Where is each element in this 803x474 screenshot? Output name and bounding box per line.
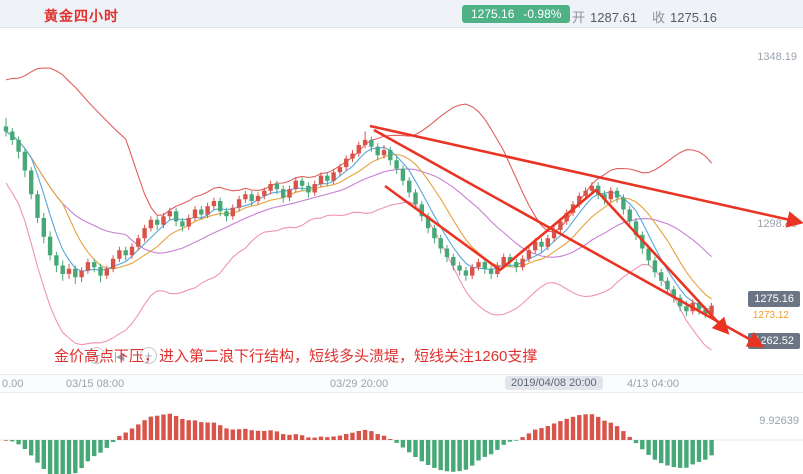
chart-header: 黄金四小时 1275.16 -0.98% 开 1287.61 收 1275.16: [0, 0, 803, 28]
open-label: 开: [572, 10, 586, 25]
open-price: 开 1287.61: [572, 7, 637, 26]
crosshair-time-badge: 2019/04/08 20:00: [505, 376, 603, 390]
time-tick-1: 03/15 08:00: [66, 378, 125, 390]
macd-scale-label: 9.92639: [759, 415, 799, 427]
zoom-in-button[interactable]: +: [140, 347, 157, 364]
analyst-annotation: 金价高点下压，进入第二浪下行结构，短线多头溃堤，短线关注1260支撑: [54, 348, 538, 365]
close-label: 收: [652, 10, 666, 25]
candlestick-svg[interactable]: [0, 28, 803, 374]
macd-svg[interactable]: [0, 393, 803, 474]
close-value: 1275.16: [670, 10, 718, 25]
main-chart-pane: 1348.19 1298.46 1275.16 1273.12 1262.52 …: [0, 28, 803, 374]
minus-icon: −: [92, 348, 101, 363]
skip-start-button[interactable]: |◀: [114, 350, 124, 363]
plus-icon: +: [144, 348, 153, 363]
zoom-out-button[interactable]: −: [88, 347, 105, 364]
current-price-badge: 1275.16: [748, 291, 800, 307]
time-tick-2: 03/29 20:00: [330, 378, 389, 390]
support-price-badge: 1262.52: [748, 333, 800, 349]
open-value: 1287.61: [590, 10, 638, 25]
price-change-badge: 1275.16 -0.98%: [462, 5, 571, 23]
indicator-zero-label: 0.00: [2, 378, 24, 390]
close-price: 收 1275.16: [652, 7, 717, 26]
skip-start-icon: |◀: [114, 351, 124, 363]
price-change-percent: -0.98%: [523, 7, 562, 21]
macd-pane: 9.92639: [0, 393, 803, 474]
time-axis: 0.00 03/15 08:00 03/29 20:00 2019/04/08 …: [0, 374, 803, 393]
session-low-label: 1273.12: [752, 310, 789, 321]
y-axis-tick-mid: 1298.46: [757, 218, 797, 230]
last-price-value: 1275.16: [471, 7, 515, 21]
y-axis-tick-high: 1348.19: [757, 51, 797, 63]
chart-title: 黄金四小时: [44, 8, 119, 24]
time-tick-3: 4/13 04:00: [627, 378, 679, 390]
